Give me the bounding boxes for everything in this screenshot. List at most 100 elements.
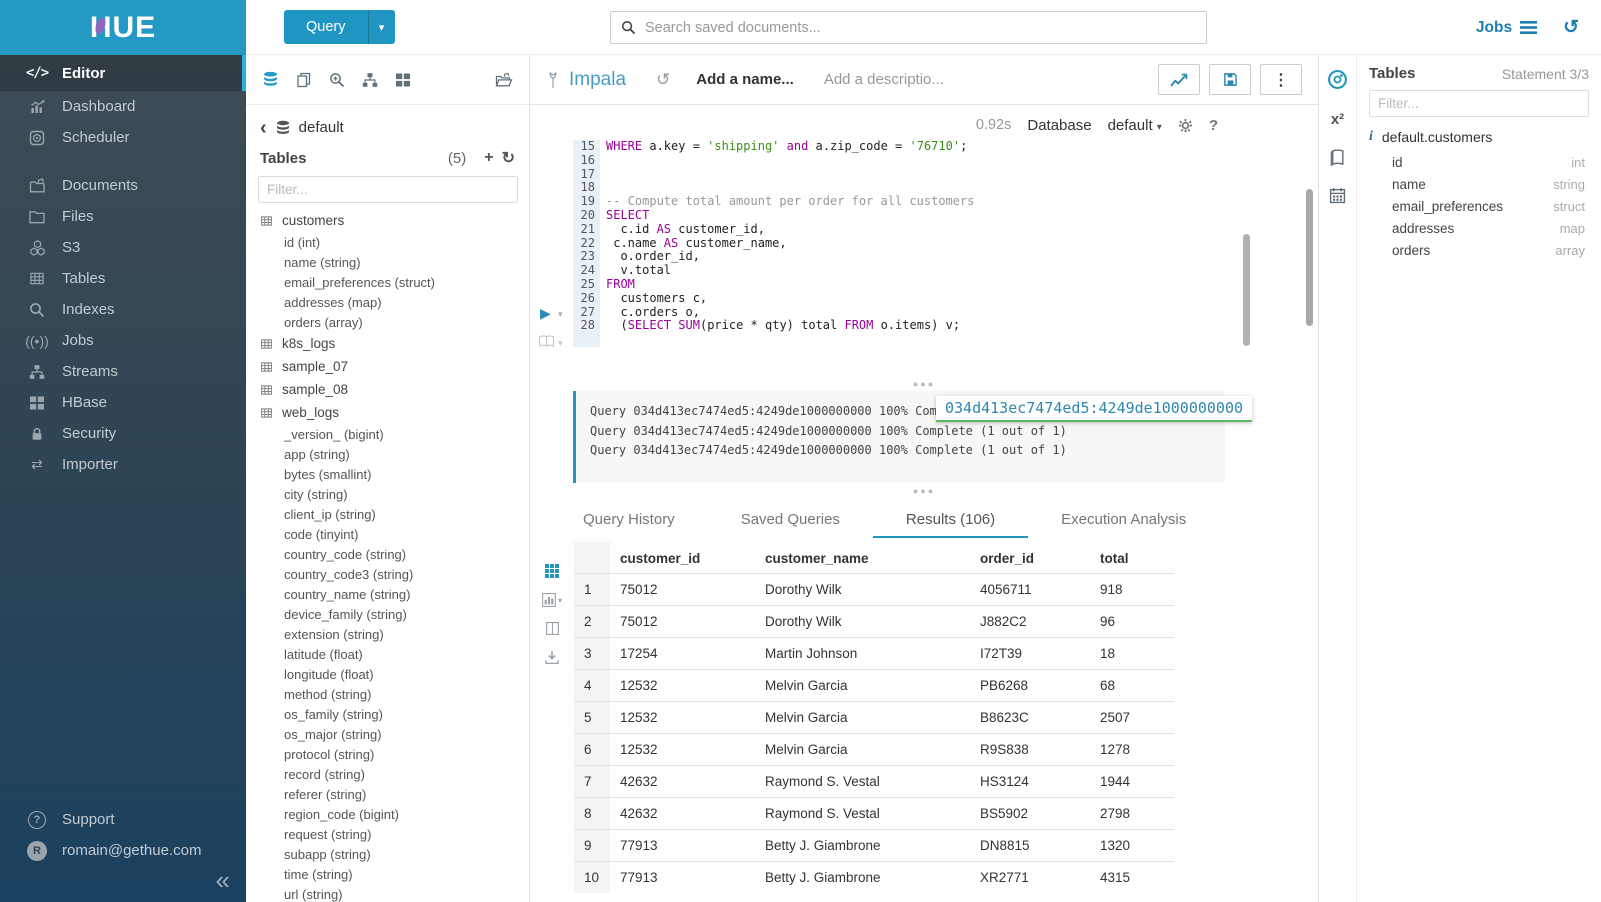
tab-saved-queries[interactable]: Saved Queries <box>740 511 840 528</box>
save-button[interactable] <box>1209 64 1251 95</box>
table-entry[interactable]: sample_07 <box>246 355 529 378</box>
column-entry[interactable]: longitude (float) <box>284 666 374 682</box>
sidebar-item-streams[interactable]: Streams <box>0 356 246 387</box>
query-history-icon[interactable]: ↺ <box>656 69 671 89</box>
tab-query-history[interactable]: Query History <box>583 511 675 528</box>
column-row[interactable]: orders array <box>1369 239 1589 261</box>
help-icon[interactable]: ? <box>1208 116 1218 134</box>
right-filter-input[interactable] <box>1369 90 1589 117</box>
sidebar-item-dashboard[interactable]: Dashboard <box>0 91 246 122</box>
column-header[interactable]: customer_name <box>765 551 869 566</box>
column-entry[interactable]: extension (string) <box>284 626 384 642</box>
sidebar-item-documents[interactable]: Documents <box>0 170 246 201</box>
engine-name[interactable]: Impala <box>569 68 627 90</box>
grid-view-icon[interactable] <box>545 564 559 578</box>
sidebar-item-security[interactable]: Security <box>0 418 246 449</box>
column-row[interactable]: email_preferences struct <box>1369 195 1589 217</box>
query-button[interactable]: Query <box>284 10 368 44</box>
sidebar-item-support[interactable]: ? Support <box>0 804 246 835</box>
table-entry[interactable]: sample_08 <box>246 378 529 401</box>
main-scrollbar[interactable] <box>1306 189 1313 326</box>
current-database[interactable]: default <box>298 119 344 136</box>
column-entry[interactable]: addresses (map) <box>284 294 382 310</box>
sidebar-item-tables[interactable]: Tables <box>0 263 246 294</box>
search-input[interactable] <box>645 19 1196 36</box>
column-entry[interactable]: device_family (string) <box>284 606 407 622</box>
tab-results-106-[interactable]: Results (106) <box>872 502 1029 538</box>
column-entry[interactable]: latitude (float) <box>284 646 363 662</box>
explain-options-caret[interactable]: ▾ <box>558 338 563 348</box>
execute-button[interactable]: ▶ <box>540 305 551 321</box>
column-entry[interactable]: request (string) <box>284 826 372 842</box>
info-icon[interactable]: i <box>1369 129 1373 144</box>
columns-view-icon[interactable] <box>545 622 559 635</box>
compass-icon[interactable] <box>1327 69 1348 90</box>
sidebar-item-importer[interactable]: ⇄ Importer <box>0 449 246 480</box>
query-name-field[interactable]: Add a name... <box>696 71 794 88</box>
chart-button[interactable] <box>1158 64 1200 95</box>
query-id-tooltip[interactable]: 034d413ec7474ed5:4249de1000000000 <box>936 396 1253 422</box>
column-entry[interactable]: app (string) <box>284 446 350 462</box>
functions-icon[interactable]: x² <box>1330 111 1345 128</box>
sidebar-item-files[interactable]: Files <box>0 201 246 232</box>
add-table-icon[interactable]: + <box>484 149 494 166</box>
jobs-link[interactable]: Jobs <box>1476 19 1538 37</box>
back-chevron-icon[interactable]: ‹ <box>260 116 267 139</box>
history-icon[interactable]: ↺ <box>1563 17 1579 38</box>
resize-handle[interactable]: ●●● <box>912 486 936 496</box>
explain-book-icon[interactable] <box>538 335 555 353</box>
column-entry[interactable]: time (string) <box>284 866 353 882</box>
database-select[interactable]: default ▾ <box>1107 116 1162 134</box>
column-entry[interactable]: record (string) <box>284 766 365 782</box>
column-entry[interactable]: orders (array) <box>284 314 363 330</box>
column-row[interactable]: id int <box>1369 151 1589 173</box>
column-entry[interactable]: _version_ (bigint) <box>284 426 384 442</box>
more-actions-button[interactable]: ⋮ <box>1260 64 1302 95</box>
column-entry[interactable]: url (string) <box>284 886 343 902</box>
sidebar-item-editor[interactable]: </> Editor <box>0 55 246 91</box>
sidebar-item-indexes[interactable]: Indexes <box>0 294 246 325</box>
refresh-icon[interactable]: ↻ <box>501 150 515 167</box>
active-table-name[interactable]: default.customers <box>1381 129 1493 145</box>
download-icon[interactable] <box>545 650 559 664</box>
column-entry[interactable]: email_preferences (struct) <box>284 274 435 290</box>
column-header[interactable]: customer_id <box>620 551 701 566</box>
editor-scrollbar[interactable] <box>1243 234 1250 346</box>
column-entry[interactable]: client_ip (string) <box>284 506 376 522</box>
open-folder-icon[interactable] <box>495 72 513 88</box>
collapse-sidebar-icon[interactable]: « <box>215 865 230 895</box>
column-header[interactable]: order_id <box>980 551 1035 566</box>
sidebar-item-s3[interactable]: S3 <box>0 232 246 263</box>
query-dropdown-caret[interactable]: ▾ <box>367 10 395 44</box>
chart-view-icon[interactable] <box>542 593 556 607</box>
hue-logo[interactable]: HUE <box>0 0 246 55</box>
tables-filter-input[interactable] <box>258 176 518 203</box>
table-entry[interactable]: web_logs <box>246 401 529 424</box>
execute-options-caret[interactable]: ▾ <box>558 309 563 319</box>
column-entry[interactable]: country_code (string) <box>284 546 407 562</box>
table-entry[interactable]: k8s_logs <box>246 332 529 355</box>
chart-options-caret[interactable]: ▾ <box>557 595 562 605</box>
sidebar-item-scheduler[interactable]: Scheduler <box>0 122 246 153</box>
sidebar-item-hbase[interactable]: HBase <box>0 387 246 418</box>
column-entry[interactable]: country_code3 (string) <box>284 566 414 582</box>
column-entry[interactable]: method (string) <box>284 686 372 702</box>
blocks-icon[interactable] <box>395 72 411 88</box>
column-entry[interactable]: city (string) <box>284 486 348 502</box>
resize-handle[interactable]: ●●● <box>912 379 936 389</box>
column-row[interactable]: addresses map <box>1369 217 1589 239</box>
copy-icon[interactable] <box>296 72 312 88</box>
column-entry[interactable]: region_code (bigint) <box>284 806 399 822</box>
sitemap-icon[interactable] <box>362 72 378 88</box>
calendar-icon[interactable] <box>1329 187 1346 204</box>
query-description-field[interactable]: Add a descriptio... <box>823 71 944 88</box>
zoom-in-icon[interactable] <box>329 72 345 88</box>
column-entry[interactable]: os_major (string) <box>284 726 382 742</box>
column-entry[interactable]: bytes (smallint) <box>284 466 372 482</box>
column-entry[interactable]: name (string) <box>284 254 361 270</box>
database-icon[interactable] <box>262 71 279 88</box>
gear-icon[interactable] <box>1178 118 1193 133</box>
column-entry[interactable]: protocol (string) <box>284 746 375 762</box>
column-entry[interactable]: country_name (string) <box>284 586 411 602</box>
